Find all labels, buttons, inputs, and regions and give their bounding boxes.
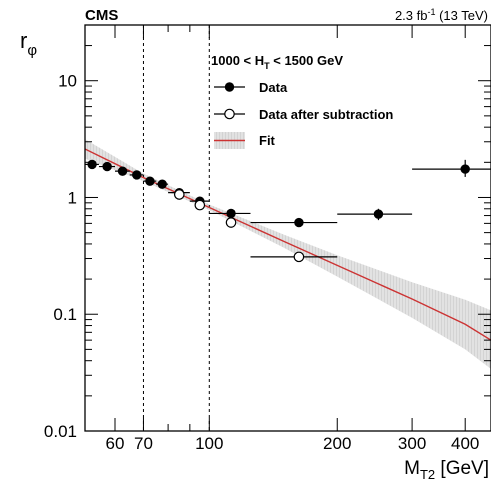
data-points xyxy=(85,159,491,263)
subtracted-point-1 xyxy=(194,199,206,211)
data-point-9 xyxy=(294,217,304,228)
y-tick-label: 0.01 xyxy=(44,422,77,441)
legend: 1000 < HT < 1500 GeV Data Data after sub… xyxy=(211,53,393,149)
x-tick-label: 400 xyxy=(451,434,479,453)
x-tick-label: 70 xyxy=(134,434,153,453)
axis-ticks xyxy=(85,24,491,432)
y-axis-label: rφ xyxy=(20,28,37,59)
subtracted-point-2 xyxy=(225,217,237,228)
legend-label-fit: Fit xyxy=(259,133,276,148)
data-point-4 xyxy=(145,176,155,186)
fit-line xyxy=(85,148,491,341)
subtracted-point-3 xyxy=(293,251,305,263)
legend-item-fit: Fit xyxy=(214,132,276,149)
axis-tick-labels: 0.01 0.1 1 10 60 70 100 200 300 400 xyxy=(44,72,479,453)
plot-frame xyxy=(84,24,491,432)
threshold-lines xyxy=(142,25,210,431)
data-point-2 xyxy=(117,166,128,176)
data-point-11 xyxy=(460,164,470,174)
y-tick-label: 10 xyxy=(58,72,77,91)
legend-item-data-after-subtraction: Data after subtraction xyxy=(214,107,393,122)
x-tick-label: 60 xyxy=(106,434,125,453)
region-label: 1000 < HT < 1500 GeV xyxy=(211,53,343,71)
x-tick-label: 200 xyxy=(323,434,351,453)
lumi-label: 2.3 fb-1 (13 TeV) xyxy=(395,7,488,23)
fit-uncertainty-band xyxy=(85,139,491,369)
x-tick-label: 300 xyxy=(398,434,426,453)
data-point-0 xyxy=(87,159,97,170)
x-tick-label: 100 xyxy=(195,434,223,453)
data-point-10 xyxy=(373,209,384,219)
experiment-label: CMS xyxy=(85,7,118,24)
y-tick-label: 1 xyxy=(68,188,77,207)
data-point-3 xyxy=(132,170,142,180)
data-point-8 xyxy=(226,208,236,219)
legend-label-data-after-subtraction: Data after subtraction xyxy=(259,107,393,122)
data-point-5 xyxy=(157,179,167,189)
y-tick-label: 0.1 xyxy=(53,305,77,324)
plot-area xyxy=(85,25,491,431)
legend-label-data: Data xyxy=(259,80,288,95)
data-point-1 xyxy=(102,161,112,172)
subtracted-point-0 xyxy=(173,189,185,200)
legend-item-data: Data xyxy=(214,80,288,95)
x-axis-label: MT2 [GeV] xyxy=(404,458,489,481)
